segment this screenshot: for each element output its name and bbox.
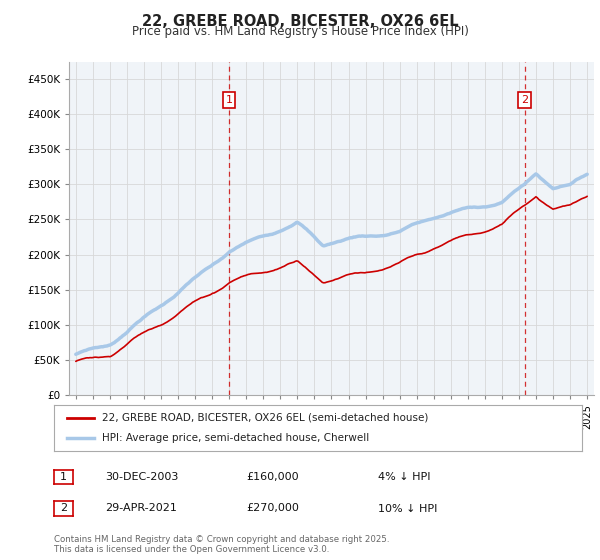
Text: HPI: Average price, semi-detached house, Cherwell: HPI: Average price, semi-detached house,…	[101, 433, 369, 443]
Text: 22, GREBE ROAD, BICESTER, OX26 6EL (semi-detached house): 22, GREBE ROAD, BICESTER, OX26 6EL (semi…	[101, 413, 428, 423]
Text: 29-APR-2021: 29-APR-2021	[105, 503, 177, 514]
Text: 2: 2	[521, 95, 528, 105]
Text: Price paid vs. HM Land Registry's House Price Index (HPI): Price paid vs. HM Land Registry's House …	[131, 25, 469, 38]
Text: 4% ↓ HPI: 4% ↓ HPI	[378, 472, 431, 482]
Text: 1: 1	[60, 472, 67, 482]
Text: 10% ↓ HPI: 10% ↓ HPI	[378, 503, 437, 514]
Text: 30-DEC-2003: 30-DEC-2003	[105, 472, 178, 482]
Text: 1: 1	[226, 95, 233, 105]
Text: 2: 2	[60, 503, 67, 514]
Text: £270,000: £270,000	[246, 503, 299, 514]
Text: This data is licensed under the Open Government Licence v3.0.: This data is licensed under the Open Gov…	[54, 545, 329, 554]
Text: Contains HM Land Registry data © Crown copyright and database right 2025.: Contains HM Land Registry data © Crown c…	[54, 535, 389, 544]
Text: £160,000: £160,000	[246, 472, 299, 482]
Text: 22, GREBE ROAD, BICESTER, OX26 6EL: 22, GREBE ROAD, BICESTER, OX26 6EL	[142, 14, 458, 29]
